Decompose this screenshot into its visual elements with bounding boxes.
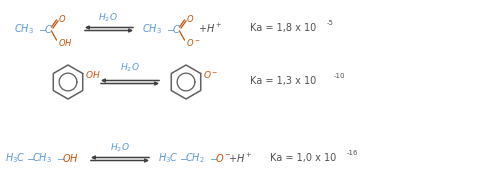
Text: $+$: $+$ [228, 153, 237, 164]
Text: $O^-$: $O^-$ [187, 36, 201, 47]
Text: Ka = 1,3 x 10: Ka = 1,3 x 10 [250, 76, 316, 86]
Text: $H_2O$: $H_2O$ [110, 142, 130, 154]
Text: $O$: $O$ [58, 13, 67, 24]
Text: $H_2O$: $H_2O$ [98, 12, 118, 24]
Text: $OH$: $OH$ [85, 68, 101, 79]
Text: $CH_3$: $CH_3$ [32, 151, 52, 165]
Text: $OH$: $OH$ [62, 152, 79, 164]
Text: $H_2O$: $H_2O$ [120, 62, 140, 74]
Text: Ka = 1,0 x 10: Ka = 1,0 x 10 [270, 153, 336, 163]
Text: $OH$: $OH$ [58, 36, 73, 47]
Text: $-$: $-$ [26, 153, 35, 163]
Text: $H_3C$: $H_3C$ [5, 151, 26, 165]
Text: -5: -5 [327, 20, 334, 26]
Text: $H^+$: $H^+$ [236, 152, 252, 165]
Text: $H_3C$: $H_3C$ [158, 151, 179, 165]
Text: $CH_3$: $CH_3$ [142, 22, 162, 36]
Text: $-$: $-$ [209, 153, 218, 163]
Text: -16: -16 [347, 150, 359, 156]
Text: $O^-$: $O^-$ [203, 68, 219, 79]
Text: $-$: $-$ [38, 24, 47, 34]
Text: $+$: $+$ [198, 22, 207, 33]
Text: $CH_2$: $CH_2$ [185, 151, 205, 165]
Text: $O^-$: $O^-$ [215, 152, 232, 164]
Text: Ka = 1,8 x 10: Ka = 1,8 x 10 [250, 23, 316, 33]
Text: $-$: $-$ [56, 153, 65, 163]
Text: $H^+$: $H^+$ [206, 21, 222, 35]
Text: $CH_3$: $CH_3$ [14, 22, 34, 36]
Text: -10: -10 [334, 73, 346, 79]
Text: $-$: $-$ [179, 153, 188, 163]
Text: $C$: $C$ [172, 23, 181, 35]
Text: $-$: $-$ [166, 24, 175, 34]
Text: $O$: $O$ [187, 13, 195, 24]
Text: $C$: $C$ [44, 23, 53, 35]
